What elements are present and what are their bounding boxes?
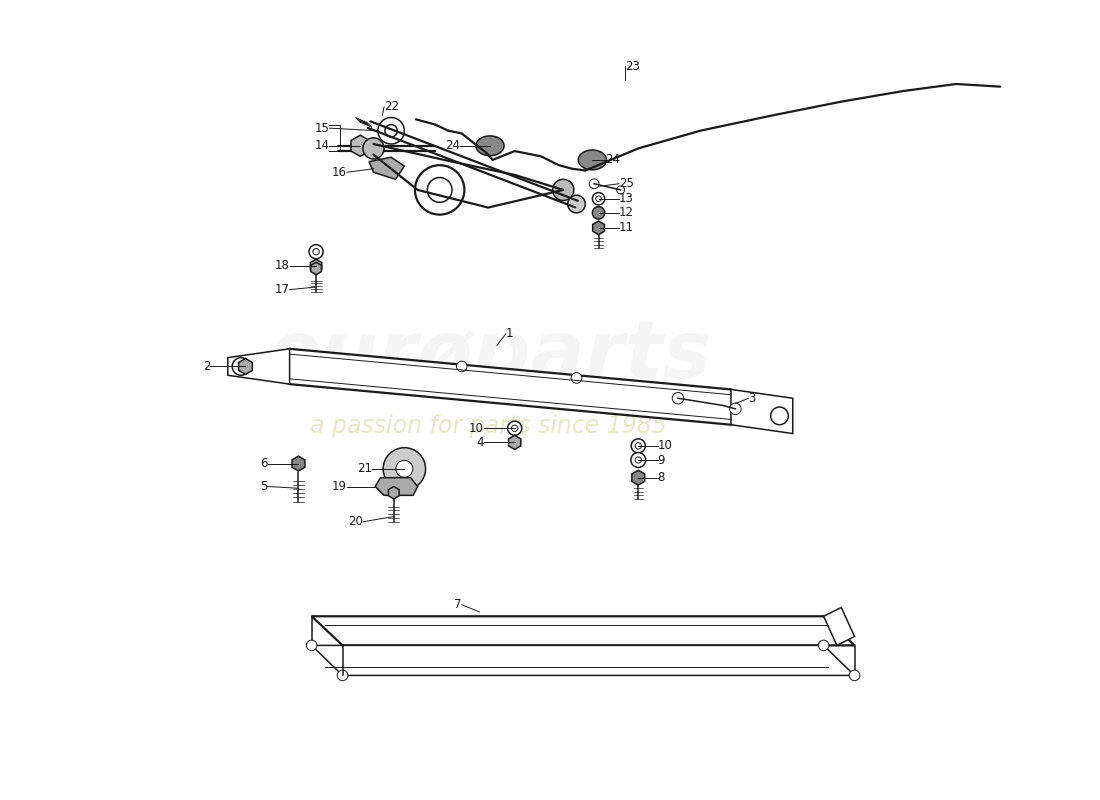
Circle shape [232, 358, 250, 375]
Circle shape [456, 361, 468, 372]
Circle shape [307, 640, 317, 650]
Text: 24: 24 [605, 154, 619, 166]
Polygon shape [351, 135, 370, 156]
Circle shape [849, 670, 860, 681]
Circle shape [568, 195, 585, 213]
Text: 5: 5 [261, 480, 267, 493]
Circle shape [338, 670, 348, 681]
Circle shape [415, 165, 464, 214]
Text: 7: 7 [454, 598, 462, 611]
Circle shape [512, 425, 518, 431]
Text: 6: 6 [260, 457, 267, 470]
Circle shape [631, 439, 646, 453]
Text: 10: 10 [469, 422, 484, 434]
Polygon shape [593, 221, 604, 234]
Ellipse shape [476, 136, 504, 156]
Text: 9: 9 [658, 454, 666, 466]
Circle shape [385, 125, 397, 137]
Polygon shape [824, 607, 855, 646]
Polygon shape [388, 486, 399, 499]
Polygon shape [239, 358, 252, 374]
Text: 18: 18 [275, 259, 289, 272]
Circle shape [771, 407, 789, 425]
Circle shape [617, 186, 625, 194]
Circle shape [507, 421, 521, 435]
Text: 2: 2 [202, 360, 210, 373]
Polygon shape [732, 390, 793, 434]
Circle shape [593, 193, 605, 205]
Polygon shape [310, 262, 321, 274]
Text: 12: 12 [619, 206, 634, 219]
Polygon shape [228, 349, 289, 384]
Text: 15: 15 [315, 122, 329, 134]
Text: a passion for parts since 1985: a passion for parts since 1985 [310, 414, 667, 438]
Text: 8: 8 [658, 471, 666, 484]
Text: 3: 3 [749, 392, 756, 405]
Polygon shape [250, 349, 771, 425]
Circle shape [396, 460, 412, 478]
Polygon shape [292, 456, 305, 471]
Polygon shape [368, 158, 405, 179]
Circle shape [672, 393, 684, 404]
Circle shape [363, 138, 384, 159]
Polygon shape [631, 470, 645, 485]
Circle shape [312, 249, 319, 255]
Circle shape [427, 178, 452, 202]
Polygon shape [375, 478, 418, 495]
Text: 1: 1 [506, 327, 514, 340]
Text: 17: 17 [275, 283, 289, 296]
Circle shape [593, 206, 605, 219]
Polygon shape [311, 646, 855, 675]
Circle shape [631, 453, 646, 467]
Text: 22: 22 [384, 101, 399, 114]
Circle shape [378, 118, 405, 144]
Ellipse shape [579, 150, 606, 170]
Text: eurøparts: eurøparts [266, 317, 711, 395]
Text: 4: 4 [476, 436, 484, 449]
Circle shape [590, 179, 600, 189]
Circle shape [635, 457, 641, 463]
Circle shape [596, 196, 602, 202]
Text: 13: 13 [619, 192, 634, 206]
Text: 21: 21 [356, 462, 372, 475]
Text: 14: 14 [315, 139, 329, 152]
Circle shape [309, 245, 323, 258]
Text: 24: 24 [446, 139, 460, 152]
Text: 25: 25 [619, 178, 634, 190]
Text: 10: 10 [658, 439, 672, 453]
Circle shape [552, 179, 574, 201]
Circle shape [729, 403, 741, 414]
Polygon shape [508, 435, 520, 450]
Circle shape [571, 373, 582, 383]
Polygon shape [311, 616, 855, 646]
Circle shape [818, 640, 829, 650]
Text: 16: 16 [332, 166, 346, 178]
Text: 19: 19 [332, 480, 346, 493]
Text: 23: 23 [625, 60, 640, 73]
Circle shape [635, 442, 641, 449]
Circle shape [383, 448, 426, 490]
Text: 20: 20 [348, 515, 363, 528]
Polygon shape [310, 259, 322, 273]
Text: 11: 11 [619, 222, 634, 234]
